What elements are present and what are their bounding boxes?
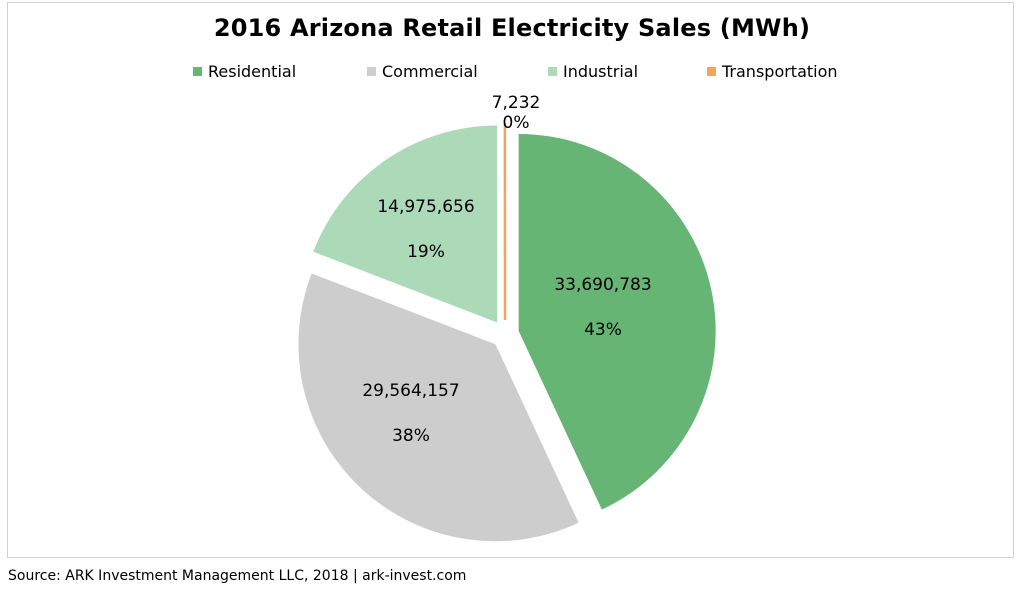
pie-slices: [298, 123, 715, 541]
percent-label-transportation: 0%: [503, 113, 530, 133]
source-note: Source: ARK Investment Management LLC, 2…: [8, 568, 466, 584]
value-label-commercial: 29,564,157: [362, 381, 459, 401]
percent-label-commercial: 38%: [392, 426, 430, 446]
percent-label-residential: 43%: [584, 320, 622, 340]
value-label-transportation: 7,232: [492, 93, 541, 113]
percent-label-industrial: 19%: [407, 242, 445, 262]
value-label-industrial: 14,975,656: [377, 197, 474, 217]
value-label-residential: 33,690,783: [554, 275, 651, 295]
